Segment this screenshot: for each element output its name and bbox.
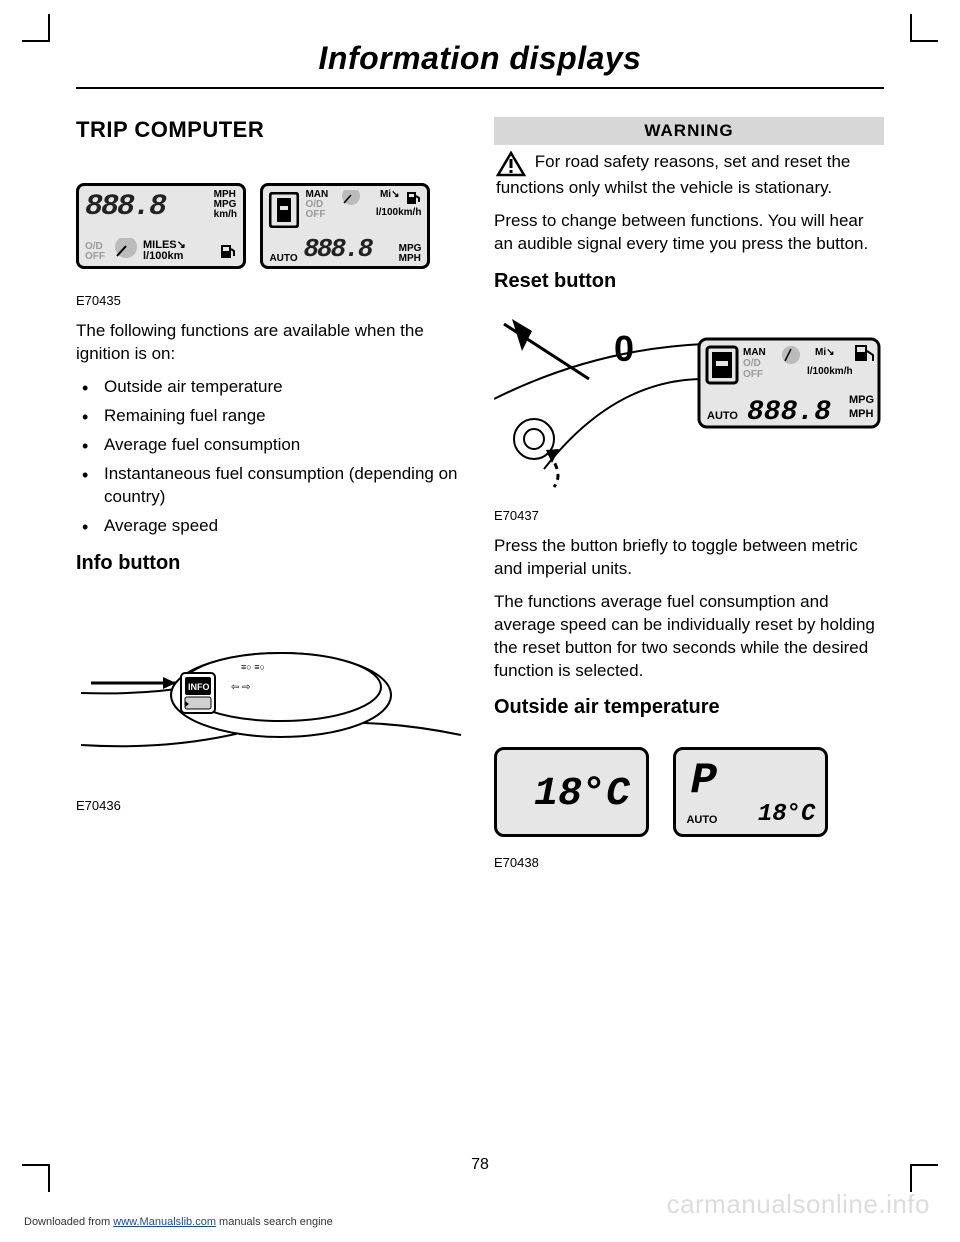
section-heading: TRIP COMPUTER [76,117,466,143]
figure-caption: E70435 [76,293,466,308]
page-number: 78 [0,1156,960,1174]
lcd-label: l/100km [143,251,186,262]
source-link[interactable]: www.Manualslib.com [113,1216,216,1228]
subheading: Info button [76,552,466,575]
lcd-label: Mi↘ [380,190,400,200]
gauge-icon [113,238,139,260]
columns: TRIP COMPUTER 888.8 MPH MPG km/h O/D OFF [76,117,884,882]
list-item: Remaining fuel range [76,405,466,428]
info-button-figure: INFO ⇦ ⇨ ≡○ ≡○ [76,615,466,775]
fuel-pump-icon [405,190,421,206]
lcd-unit: MPH [399,254,422,264]
paragraph: Press to change between functions. You w… [494,210,884,256]
figure-caption: E70436 [76,798,466,813]
list-item: Instantaneous fuel consumption (dependin… [76,463,466,509]
temp-lcd-right: P AUTO 18°C [673,747,828,837]
segment-box-icon [269,192,299,228]
list-item: Average speed [76,515,466,538]
reset-button-figure: 0 MAN O/D OFF Mi↘ l/100km/h [494,319,884,489]
warning-body: For road safety reasons, set and reset t… [494,145,884,210]
right-column: WARNING For road safety reasons, set and… [494,117,884,882]
chapter-title: Information displays [76,40,884,89]
svg-text:AUTO: AUTO [707,410,738,422]
lcd-panel-left: 888.8 MPH MPG km/h O/D OFF MILES↘ l/100k… [76,183,246,269]
fuel-pump-icon [219,242,237,260]
svg-text:OFF: OFF [743,369,763,380]
svg-text:MPH: MPH [849,408,874,420]
lcd-label: AUTO [269,254,297,264]
lcd-p: P [690,756,716,806]
svg-text:l/100km/h: l/100km/h [807,366,853,377]
watermark: carmanualsonline.info [667,1189,930,1220]
figure-caption: E70438 [494,855,884,870]
subheading: Outside air temperature [494,696,884,719]
subheading: Reset button [494,270,884,293]
svg-text:MAN: MAN [743,347,766,358]
figure-caption: E70437 [494,508,884,523]
crop-mark [910,14,938,42]
svg-text:O/D: O/D [743,358,761,369]
svg-text:INFO: INFO [188,682,210,692]
warning-triangle-icon [496,151,526,177]
temp-lcd-left: 18°C [494,747,649,837]
paragraph: The following functions are available wh… [76,320,466,366]
lcd-digits: 888.8 [85,190,165,224]
temp-value: 18°C [758,801,816,828]
crop-mark [22,14,50,42]
page-content: Information displays TRIP COMPUTER 888.8… [76,40,884,1152]
lcd-label: OFF [85,252,105,262]
warning-text: For road safety reasons, set and reset t… [496,152,850,197]
footer-source: Downloaded from www.Manualslib.com manua… [24,1216,333,1228]
trip-lcd-figure: 888.8 MPH MPG km/h O/D OFF MILES↘ l/100k… [76,183,466,269]
left-column: TRIP COMPUTER 888.8 MPH MPG km/h O/D OFF [76,117,466,882]
lcd-label: l/100km/h [376,208,422,218]
lcd-digits: 888.8 [303,232,371,266]
temperature-lcd-figure: 18°C P AUTO 18°C [494,747,884,837]
temp-value: 18°C [534,772,630,817]
lcd-auto: AUTO [686,814,717,826]
svg-text:≡○ ≡○: ≡○ ≡○ [241,662,265,672]
svg-text:⇦ ⇨: ⇦ ⇨ [231,682,251,693]
gauge-icon [341,190,361,206]
lcd-panel-right: MAN O/D OFF Mi↘ l/100km/h AUTO 888.8 MPG… [260,183,430,269]
reset-zero-label: 0 [614,328,634,369]
list-item: Outside air temperature [76,376,466,399]
svg-text:Mi↘: Mi↘ [815,347,835,358]
svg-text:888.8: 888.8 [747,397,831,428]
svg-text:MPG: MPG [849,394,874,406]
list-item: Average fuel consumption [76,434,466,457]
warning-heading: WARNING [494,117,884,145]
paragraph: The functions average fuel consumption a… [494,591,884,683]
function-list: Outside air temperature Remaining fuel r… [76,376,466,538]
lcd-unit: km/h [214,210,237,220]
lcd-label: OFF [305,210,328,220]
paragraph: Press the button briefly to toggle betwe… [494,535,884,581]
